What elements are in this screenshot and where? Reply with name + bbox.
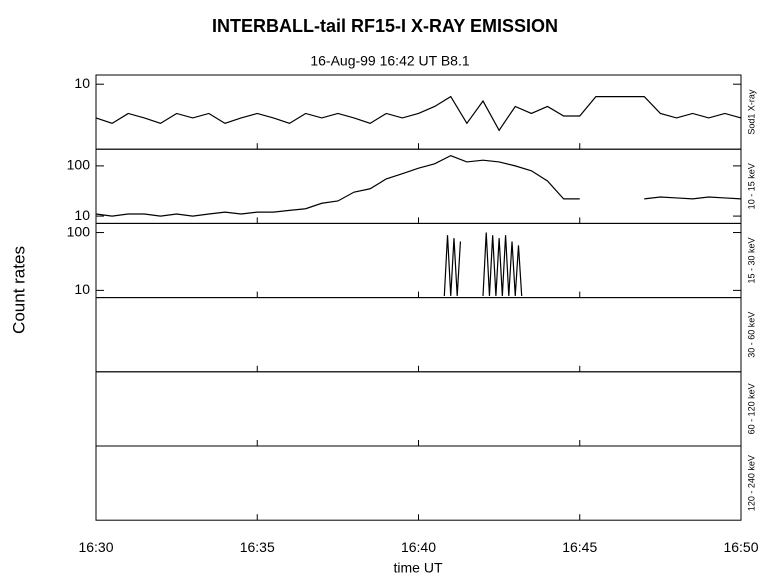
data-line xyxy=(443,235,462,297)
panel-frame xyxy=(95,148,742,224)
panel-frame xyxy=(95,297,742,373)
panel-label: 15 - 30 keV xyxy=(746,237,756,283)
x-tick-label: 16:35 xyxy=(240,539,275,555)
panel-frame xyxy=(95,371,742,447)
chart-title: INTERBALL-tail RF15-I X-RAY EMISSION xyxy=(212,16,558,36)
panel-label: 10 - 15 keV xyxy=(746,163,756,209)
chart-subtitle: 16-Aug-99 16:42 UT B8.1 xyxy=(310,53,470,69)
y-tick-label: 10 xyxy=(74,75,90,91)
data-line xyxy=(95,154,580,217)
panel-frame xyxy=(95,74,742,150)
x-tick-label: 16:45 xyxy=(562,539,597,555)
x-tick-label: 16:50 xyxy=(723,539,758,555)
panel-label: Sod1 X-ray xyxy=(746,89,756,135)
panel-frame xyxy=(95,222,742,299)
data-line xyxy=(95,95,742,132)
panel-label: 30 - 60 keV xyxy=(746,312,756,358)
panel-label: 60 - 120 keV xyxy=(746,383,756,434)
panel-frame xyxy=(95,445,742,521)
panel-label: 120 - 240 keV xyxy=(746,455,756,511)
data-line xyxy=(482,232,523,297)
x-tick-label: 16:40 xyxy=(401,539,436,555)
x-axis-label: time UT xyxy=(394,560,443,576)
y-tick-label: 10 xyxy=(74,281,90,297)
y-tick-label: 10 xyxy=(74,207,90,223)
y-tick-label: 100 xyxy=(67,223,91,239)
y-axis-label: Count rates xyxy=(9,246,28,334)
x-tick-label: 16:30 xyxy=(78,539,113,555)
y-tick-label: 100 xyxy=(67,157,91,173)
data-line xyxy=(644,196,742,200)
